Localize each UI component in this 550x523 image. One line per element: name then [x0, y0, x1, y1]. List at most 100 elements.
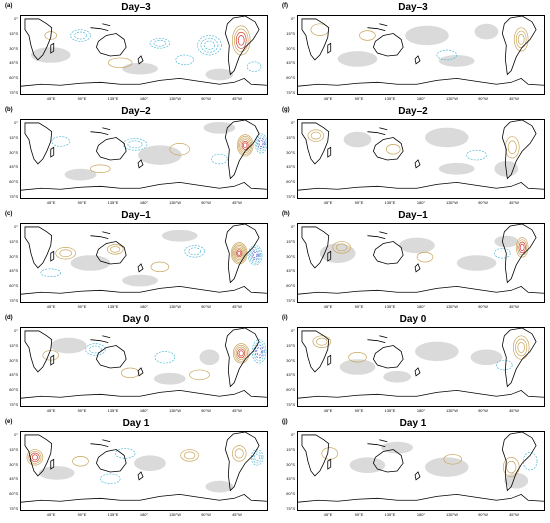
lat-tick-label: 60°S — [9, 283, 18, 289]
panel-label: (f) — [282, 3, 288, 9]
positive-contour — [44, 31, 58, 40]
lon-tick-label: 90°W — [478, 512, 488, 517]
panel-label: (b) — [5, 107, 13, 113]
lon-tick-label: 45°W — [232, 408, 242, 413]
map-frame — [20, 223, 268, 303]
significance-shading — [456, 255, 497, 271]
negative-contour — [436, 49, 458, 61]
panel-title: Day–3 — [398, 2, 428, 13]
lon-tick-label: 45°E — [46, 512, 56, 517]
lon-tick-label: 90°E — [354, 96, 364, 101]
lat-tick-label: 45°S — [286, 372, 295, 378]
negative-contour — [247, 245, 263, 266]
lon-tick-label: 45°W — [509, 408, 519, 413]
panel-title: Day 0 — [399, 314, 427, 325]
positive-contour — [385, 144, 401, 155]
australia-coast — [95, 345, 127, 369]
significance-shading — [30, 47, 71, 63]
lat-tick-label: 45°S — [286, 164, 295, 170]
positive-contour — [307, 129, 325, 142]
positive-contour — [232, 343, 250, 364]
negative-contour — [184, 245, 205, 258]
negative-contour — [211, 153, 228, 165]
lon-tick-label: 135°E — [384, 512, 396, 517]
panel-j: Day 1 (j) 0° 15°S 30°S 45°S 60°S 75°S 45°E 90°E… — [279, 418, 547, 519]
lat-tick-label: 15°S — [9, 30, 18, 36]
antarctica-coast — [21, 77, 267, 87]
map-frame — [20, 15, 268, 95]
negative-contour — [494, 248, 511, 259]
map-svg — [21, 328, 267, 399]
lon-tick-label: 45°E — [46, 408, 56, 413]
lon-tick-label: 90°W — [201, 304, 211, 309]
lon-tick-label: 45°W — [232, 96, 242, 101]
lon-tick-label: 135°W — [445, 512, 459, 517]
significance-shading — [339, 359, 376, 375]
negative-contour — [204, 40, 215, 50]
map-svg — [21, 224, 267, 295]
antarctica-coast — [21, 285, 267, 295]
lon-tick-label: 90°E — [77, 200, 87, 205]
lon-tick-label: 45°W — [509, 96, 519, 101]
lon-tick-label: 90°W — [478, 96, 488, 101]
south-america-coast — [501, 328, 537, 388]
lat-tick-label: 45°S — [9, 476, 18, 482]
lon-tick-label: 90°W — [478, 304, 488, 309]
lon-tick-label: 45°W — [509, 512, 519, 517]
new-zealand-coast — [137, 471, 144, 481]
positive-contour — [106, 244, 124, 255]
negative-contour — [175, 54, 194, 66]
map-frame — [297, 15, 545, 95]
lat-tick-label: 60°S — [286, 491, 295, 497]
negative-contour — [100, 473, 121, 485]
madagascar-coast — [50, 42, 55, 54]
map-svg — [21, 16, 267, 87]
lat-tick-label: 45°S — [9, 164, 18, 170]
positive-contour — [443, 454, 463, 465]
lat-tick-label: 0° — [14, 16, 18, 21]
madagascar-coast — [327, 458, 332, 470]
negative-contour — [85, 343, 106, 356]
panel-g: Day–2 (g) 0° 15°S 30°S 45°S 60°S 75°S 45°E 90°E… — [279, 106, 547, 207]
lon-tick-label: 45°E — [323, 96, 333, 101]
australia-coast — [372, 345, 404, 369]
lon-tick-label: 135°E — [107, 304, 119, 309]
panel-label: (e) — [5, 419, 13, 425]
new-zealand-coast — [414, 55, 421, 65]
negative-contour — [51, 136, 70, 147]
antarctica-coast — [298, 389, 544, 399]
negative-contour — [466, 149, 487, 161]
lat-tick-label: 15°S — [286, 446, 295, 452]
positive-contour — [242, 142, 248, 149]
positive-contour — [359, 30, 376, 41]
positive-contour — [120, 367, 140, 379]
lat-tick-label: 60°S — [286, 283, 295, 289]
lat-tick-label: 75°S — [9, 90, 18, 95]
negative-contour — [256, 347, 262, 356]
significance-shading — [203, 121, 236, 134]
positive-contour — [233, 28, 249, 53]
positive-contour — [515, 338, 528, 357]
significance-shading — [205, 480, 234, 493]
negative-contour — [249, 246, 262, 264]
negative-contour — [154, 351, 176, 364]
lon-tick-label: 90°E — [77, 408, 87, 413]
significance-shading — [153, 372, 186, 385]
lon-tick-label: 180° — [416, 304, 426, 309]
positive-contour — [504, 136, 520, 159]
lon-tick-label: 135°E — [384, 96, 396, 101]
lat-tick-label: 75°S — [286, 402, 295, 407]
lon-tick-label: 90°W — [201, 408, 211, 413]
africa-coast — [301, 18, 330, 61]
lat-tick-label: 30°S — [9, 357, 18, 363]
positive-contour — [28, 450, 42, 464]
lon-tick-label: 180° — [416, 408, 426, 413]
madagascar-coast — [50, 250, 55, 262]
lat-tick-label: 75°S — [286, 194, 295, 199]
panel-title: Day 1 — [122, 418, 150, 429]
lon-tick-label: 135°W — [168, 96, 182, 101]
panel-label: (a) — [5, 3, 13, 9]
negative-contour — [253, 341, 265, 361]
australia-coast — [95, 449, 127, 473]
lon-tick-label: 90°E — [354, 304, 364, 309]
